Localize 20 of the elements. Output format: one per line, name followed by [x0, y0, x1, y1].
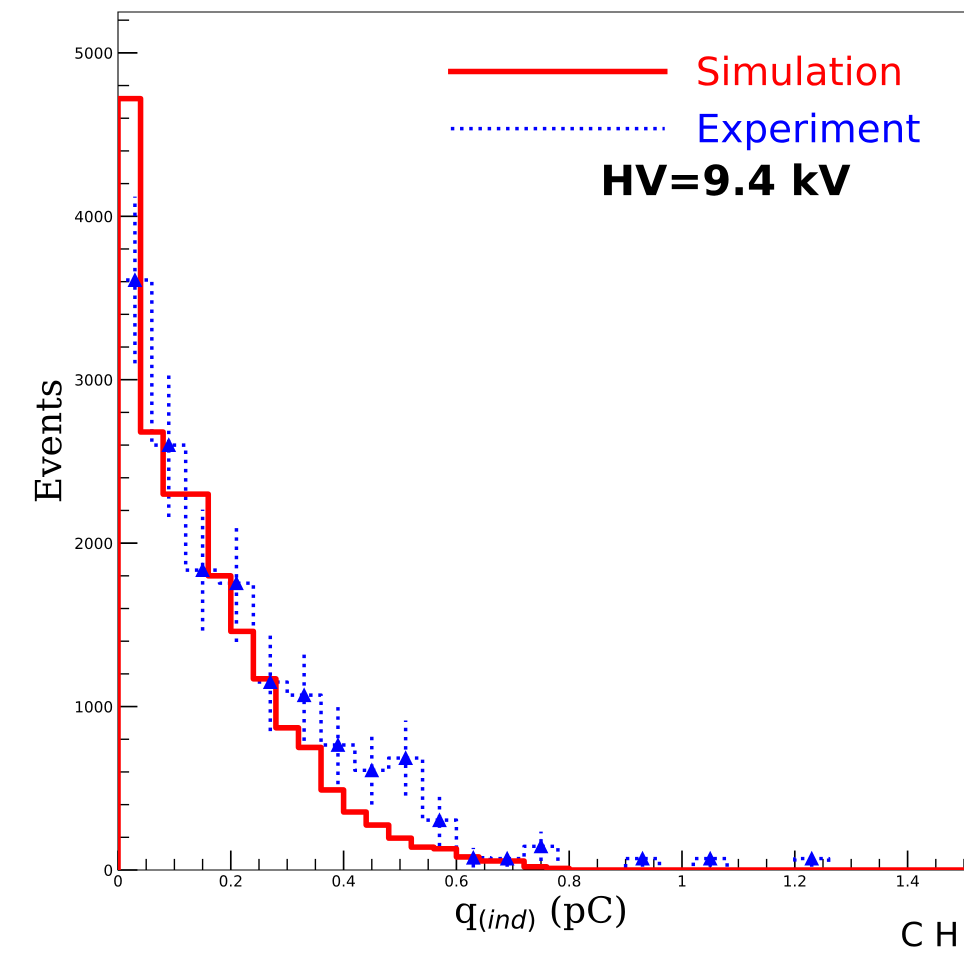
y-axis-title: Events [34, 380, 62, 502]
x-tick-label: 1 [678, 875, 686, 886]
x-tick-label: 0.4 [332, 875, 355, 887]
text: C H [902, 921, 956, 947]
y-tick-label: 4000 [75, 210, 112, 222]
y-tick-label: 0 [104, 864, 112, 876]
y-tick-label: 5000 [75, 47, 112, 59]
text: Simulation [698, 56, 900, 86]
y-tick-label: 3000 [75, 374, 112, 386]
x-tick-label: 0 [114, 875, 122, 887]
x-tick-label: 0.8 [558, 875, 580, 887]
y-tick-label: 1000 [76, 701, 112, 713]
text: Experiment [700, 112, 920, 150]
x-tick-label: 0.2 [220, 875, 242, 887]
y-tick-label: 2000 [75, 538, 112, 550]
annotation: HV=9.4 kV [604, 163, 850, 196]
x-tick-label: 0.6 [445, 875, 468, 887]
x-axis-title: q$_{(ind)}$ (pC) [456, 895, 625, 932]
x-tick-label: 1.4 [897, 875, 919, 886]
x-tick-label: 1.2 [784, 875, 806, 886]
